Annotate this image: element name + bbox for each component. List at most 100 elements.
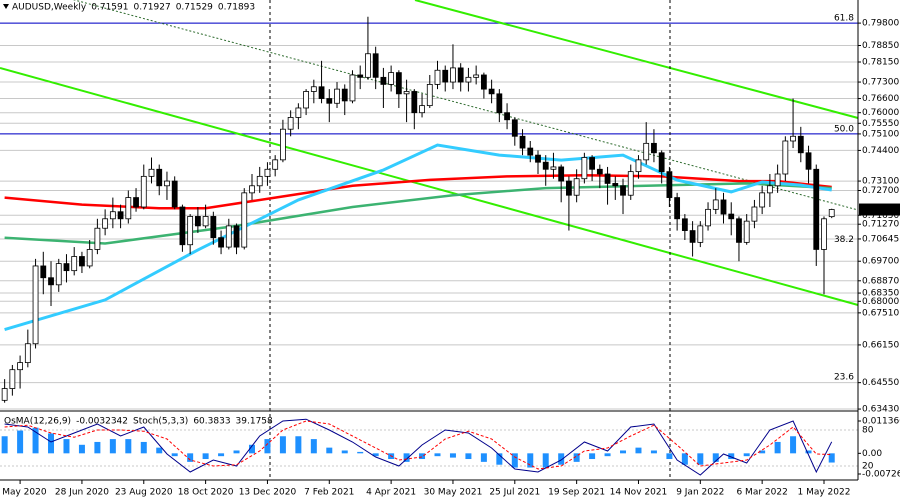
- osma-bar: [774, 441, 781, 454]
- indicator-header: 39.1758: [236, 417, 273, 427]
- candle-body: [194, 216, 201, 227]
- candle-body: [790, 135, 796, 142]
- y-tick-label: 20: [862, 462, 874, 472]
- candle-body: [148, 168, 155, 177]
- osma-bar: [248, 444, 255, 454]
- fib-label: 61.8: [834, 14, 854, 24]
- candle-body: [79, 256, 85, 267]
- candle-body: [674, 197, 681, 220]
- candle-body: [156, 168, 163, 187]
- candle-body: [48, 277, 54, 286]
- candle-body: [40, 265, 47, 279]
- osma-bar: [187, 453, 194, 462]
- candle-body: [519, 135, 526, 149]
- stoch-line: [4, 418, 833, 476]
- osma-bar: [171, 453, 178, 457]
- candle-body: [171, 180, 178, 208]
- candle-body: [32, 265, 39, 345]
- x-tick-label: 18 Oct 2020: [178, 488, 234, 498]
- x-tick-label: 7 Feb 2021: [304, 488, 354, 498]
- candle-body: [797, 135, 804, 154]
- moving-average: [4, 182, 832, 245]
- candle-body: [596, 168, 603, 175]
- candle-body: [357, 74, 364, 78]
- osma-bar: [465, 453, 472, 460]
- candle-body: [465, 76, 472, 83]
- candle-body: [233, 225, 240, 248]
- osma-bar: [202, 453, 209, 460]
- osma-bar: [712, 453, 719, 462]
- y-tick-label: 0.76000: [862, 108, 899, 118]
- candle-body: [496, 93, 503, 114]
- candle-body: [179, 206, 186, 246]
- menu-icon[interactable]: [3, 4, 9, 9]
- osma-bar: [94, 441, 101, 454]
- candle-body: [635, 159, 642, 173]
- candle-body: [442, 69, 449, 83]
- candle-body: [17, 362, 23, 371]
- candle-body: [272, 159, 279, 170]
- osma-bar: [805, 450, 812, 454]
- candle-body: [225, 225, 232, 248]
- trend-line: [414, 0, 859, 119]
- y-tick-label: 0.75550: [862, 119, 899, 129]
- candle-body: [651, 142, 657, 154]
- x-tick-label: 30 May 2021: [424, 488, 483, 498]
- osma-bar: [326, 447, 333, 454]
- candle-body: [728, 213, 735, 220]
- y-tick-label: 0.79800: [862, 19, 899, 29]
- candle-body: [1, 388, 8, 401]
- candle-body: [411, 91, 418, 114]
- y-tick-label: 0.78850: [862, 41, 899, 51]
- candle-body: [334, 88, 340, 104]
- candle-body: [63, 263, 70, 272]
- osma-bar: [140, 441, 147, 454]
- candle-body: [813, 168, 820, 250]
- y-tick-label: 80: [862, 426, 874, 436]
- candle-body: [774, 173, 781, 187]
- candle-body: [241, 192, 248, 248]
- candle-body: [395, 72, 402, 95]
- osma-bar: [828, 453, 835, 463]
- candle-body: [712, 199, 719, 210]
- osma-bar: [666, 453, 673, 460]
- osma-bar: [156, 447, 163, 454]
- candle-body: [720, 199, 727, 215]
- osma-bar: [357, 451, 364, 454]
- y-tick-label: 0.76600: [862, 94, 899, 104]
- osma-bar: [372, 453, 379, 457]
- candle-body: [55, 263, 62, 286]
- candle-body: [202, 216, 209, 227]
- osma-bar: [620, 450, 627, 454]
- candle-body: [612, 183, 619, 187]
- osma-bar: [635, 447, 642, 454]
- osma-bar: [759, 450, 766, 454]
- candle-body: [511, 119, 518, 137]
- osma-bar: [295, 436, 302, 454]
- stoch-line: [4, 420, 832, 470]
- x-tick-label: 14 Nov 2021: [610, 488, 668, 498]
- osma-bar: [341, 450, 348, 454]
- candle-body: [473, 74, 480, 78]
- osma-bar: [589, 453, 596, 460]
- candle-body: [164, 180, 170, 187]
- candle-body: [365, 53, 371, 78]
- candle-body: [249, 185, 255, 194]
- y-tick-label: 0.63430: [862, 405, 899, 415]
- osma-bar: [403, 453, 410, 462]
- candle-body: [697, 225, 704, 243]
- candle-body: [488, 88, 495, 95]
- header-text: 0.71893: [218, 3, 255, 13]
- candle-body: [117, 211, 124, 220]
- candle-body: [689, 230, 696, 243]
- price-marker: [859, 203, 900, 216]
- y-tick-label: 0.68350: [862, 289, 899, 299]
- header-text: AUDUSD,Weekly: [12, 3, 87, 13]
- candle-body: [805, 152, 812, 170]
- x-tick-label: 4 Apr 2021: [366, 488, 416, 498]
- osma-bar: [264, 439, 271, 454]
- x-tick-label: 23 Aug 2020: [115, 488, 173, 498]
- y-tick-label: 0.67510: [862, 308, 899, 318]
- x-tick-label: 19 Sep 2021: [548, 488, 605, 498]
- osma-bar: [527, 453, 534, 468]
